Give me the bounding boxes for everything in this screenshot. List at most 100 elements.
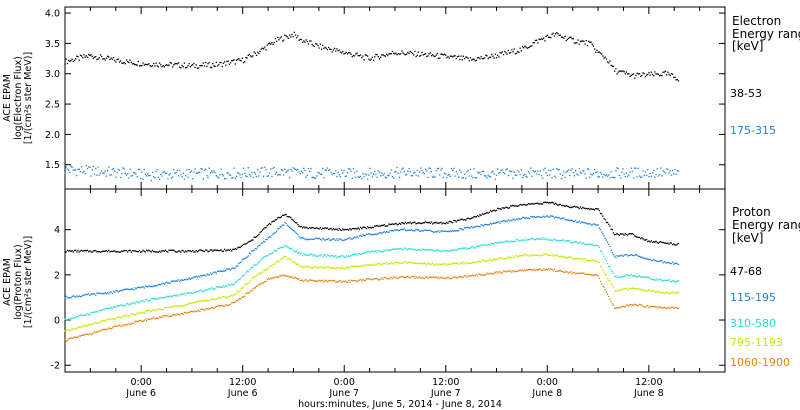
- data-point: [223, 248, 226, 250]
- data-point: [461, 228, 463, 231]
- data-point: [476, 261, 479, 263]
- data-point: [653, 305, 655, 308]
- data-point: [674, 262, 676, 265]
- data-point: [223, 178, 226, 180]
- data-point: [456, 173, 459, 175]
- legend-title: Proton: [732, 205, 771, 219]
- data-point: [329, 169, 331, 171]
- data-point: [578, 43, 580, 45]
- data-point: [136, 175, 138, 178]
- data-point: [560, 270, 563, 272]
- data-point: [660, 167, 662, 169]
- data-point: [623, 173, 625, 175]
- data-point: [318, 237, 320, 240]
- data-point: [171, 249, 174, 251]
- data-point: [83, 325, 85, 327]
- data-point: [273, 220, 275, 222]
- data-point: [655, 173, 657, 176]
- data-point: [98, 174, 100, 176]
- legend-title: [keV]: [732, 39, 763, 53]
- data-point: [668, 262, 670, 264]
- data-point: [629, 275, 631, 277]
- data-point: [300, 237, 303, 239]
- data-point: [143, 287, 145, 289]
- data-point: [382, 224, 384, 227]
- data-point: [336, 281, 338, 283]
- data-point: [401, 248, 403, 250]
- data-point: [642, 276, 644, 278]
- data-point: [207, 251, 209, 253]
- data-point: [85, 314, 87, 316]
- data-point: [614, 233, 616, 236]
- data-point: [199, 171, 201, 174]
- data-point: [228, 284, 230, 286]
- data-point: [432, 249, 434, 251]
- data-point: [106, 307, 109, 309]
- data-point: [520, 270, 522, 272]
- data-point: [271, 252, 273, 255]
- data-point: [227, 249, 229, 251]
- data-point: [411, 262, 414, 265]
- data-point: [353, 172, 356, 174]
- data-point: [676, 243, 678, 245]
- data-point: [611, 228, 613, 231]
- data-point: [338, 255, 340, 257]
- data-point: [658, 291, 661, 293]
- data-point: [570, 169, 572, 171]
- data-point: [582, 259, 584, 261]
- data-point: [226, 172, 228, 174]
- data-point: [190, 250, 193, 253]
- data-point: [189, 250, 191, 252]
- data-point: [473, 168, 475, 170]
- data-point: [586, 260, 589, 262]
- data-point: [73, 59, 76, 61]
- data-point: [283, 274, 285, 276]
- data-point: [441, 167, 443, 170]
- data-point: [170, 296, 173, 298]
- data-point: [458, 230, 460, 232]
- data-point: [140, 177, 142, 180]
- data-point: [543, 253, 545, 255]
- data-point: [173, 294, 175, 297]
- data-point: [91, 311, 93, 313]
- data-point: [434, 250, 436, 252]
- data-point: [79, 295, 82, 298]
- data-point: [452, 249, 454, 251]
- data-point: [387, 263, 389, 265]
- data-point: [631, 73, 634, 76]
- x-tick-label: 0:00: [334, 377, 355, 388]
- data-point: [64, 330, 66, 332]
- data-point: [644, 276, 647, 278]
- data-point: [566, 257, 569, 259]
- data-point: [437, 230, 440, 232]
- data-point: [460, 262, 462, 264]
- data-point: [602, 233, 604, 235]
- data-point: [78, 251, 80, 253]
- data-point: [471, 217, 473, 219]
- data-point: [512, 177, 514, 179]
- data-point: [430, 263, 433, 265]
- data-point: [67, 338, 70, 340]
- data-point: [645, 74, 648, 76]
- data-point: [671, 73, 674, 75]
- data-point: [187, 250, 189, 252]
- data-point: [147, 286, 149, 288]
- data-point: [194, 66, 196, 68]
- series-310-580: [64, 237, 680, 321]
- data-point: [429, 229, 431, 231]
- data-point: [189, 171, 191, 173]
- data-point: [296, 222, 298, 224]
- data-point: [410, 275, 413, 278]
- data-point: [158, 250, 161, 252]
- data-point: [187, 303, 189, 305]
- data-point: [323, 227, 325, 230]
- data-point: [117, 58, 119, 60]
- data-point: [406, 174, 408, 176]
- data-point: [244, 257, 246, 260]
- data-point: [215, 175, 217, 177]
- data-point: [559, 34, 561, 36]
- data-point: [268, 222, 271, 225]
- data-point: [278, 248, 280, 250]
- data-point: [508, 52, 511, 54]
- data-point: [622, 255, 624, 258]
